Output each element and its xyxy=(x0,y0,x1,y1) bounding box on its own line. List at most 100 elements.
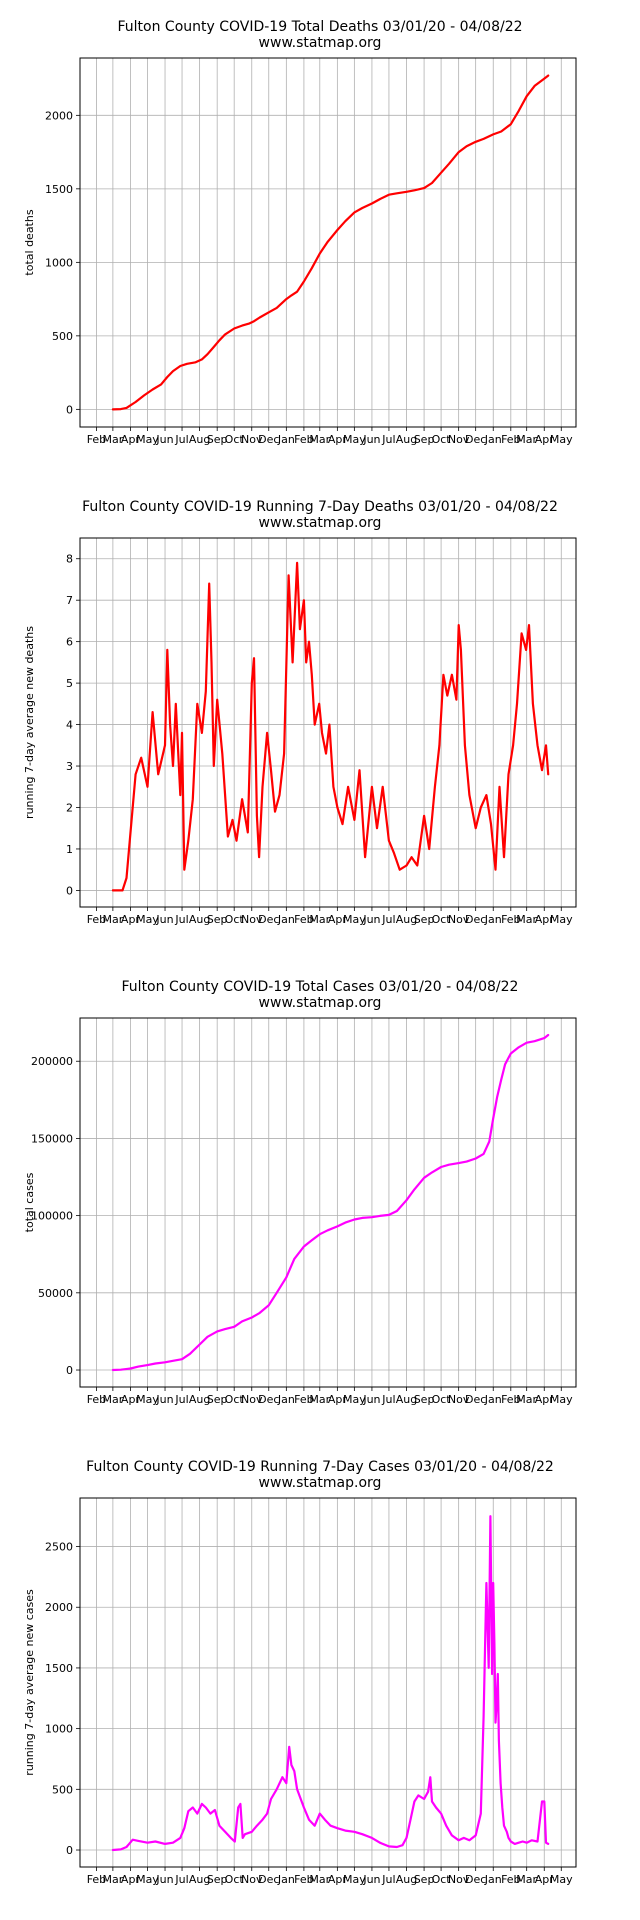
chart-title: Fulton County COVID-19 Total Cases 03/01… xyxy=(0,979,640,1011)
x-tick-label: Aug xyxy=(396,913,417,926)
y-tick-label: 8 xyxy=(66,553,73,566)
x-tick-label: Sep xyxy=(414,1873,435,1886)
y-tick-label: 6 xyxy=(66,636,73,649)
x-tick-label: Dec xyxy=(258,1393,279,1406)
x-tick-label: Jun xyxy=(155,1393,173,1406)
x-tick-label: May xyxy=(550,913,573,926)
x-tick-label: Apr xyxy=(328,913,348,926)
x-tick-label: Sep xyxy=(414,913,435,926)
y-axis-label: running 7-day average new deaths xyxy=(23,626,36,819)
x-tick-label: Apr xyxy=(121,1873,141,1886)
y-tick-label: 4 xyxy=(66,719,73,732)
x-tick-label: May xyxy=(343,433,366,446)
chart-panel-total-deaths: Feb Mar Apr May Jun Jul Aug Sep Oct Nov Dec Jan Feb M… xyxy=(0,0,640,480)
x-tick-label: May xyxy=(343,913,366,926)
y-tick-label: 0 xyxy=(66,884,73,897)
plot-frame xyxy=(79,537,577,908)
grid xyxy=(80,1018,576,1387)
x-tick-label: Jun xyxy=(362,913,380,926)
y-tick-label: 150000 xyxy=(31,1132,73,1145)
plot-frame xyxy=(79,1017,577,1388)
x-tick-label: Oct xyxy=(432,1873,452,1886)
y-tick-label: 2000 xyxy=(45,1601,73,1614)
x-tick-label: Jul xyxy=(381,433,395,446)
x-tick-label: Feb xyxy=(294,433,313,446)
x-tick-label: May xyxy=(550,433,573,446)
grid xyxy=(80,58,576,427)
x-tick-label: Nov xyxy=(448,1873,470,1886)
y-axis-label: total deaths xyxy=(23,209,36,275)
y-tick-label: 0 xyxy=(66,1364,73,1377)
x-tick-label: May xyxy=(136,1393,159,1406)
chart-title: Fulton County COVID-19 Running 7-Day Cas… xyxy=(0,1459,640,1491)
x-tick-label: Apr xyxy=(328,1873,348,1886)
y-tick-label: 2500 xyxy=(45,1541,73,1554)
x-tick-label: Sep xyxy=(207,1873,228,1886)
y-tick-label: 7 xyxy=(66,594,73,607)
x-tick-label: Jun xyxy=(155,1873,173,1886)
x-tick-label: May xyxy=(136,433,159,446)
x-tick-label: Mar xyxy=(102,433,123,446)
x-tick-label: May xyxy=(343,1393,366,1406)
x-tick-label: Nov xyxy=(448,433,470,446)
x-tick-label: Aug xyxy=(396,1873,417,1886)
chart-title-text: Fulton County COVID-19 Total Deaths 03/0… xyxy=(117,19,523,35)
x-tick-label: Aug xyxy=(189,1873,210,1886)
x-tick-label: May xyxy=(136,913,159,926)
x-tick-label: Mar xyxy=(102,1393,123,1406)
x-tick-label: Nov xyxy=(448,913,470,926)
x-tick-label: Mar xyxy=(516,1873,537,1886)
x-tick-label: Feb xyxy=(87,1393,106,1406)
x-tick-label: Apr xyxy=(121,1393,141,1406)
x-tick-label: Feb xyxy=(87,1873,106,1886)
chart-panel-running-cases: Feb Mar Apr May Jun Jul Aug Sep Oct Nov Dec Jan Feb M… xyxy=(0,1440,640,1920)
plot-frame xyxy=(79,57,577,428)
y-tick-label: 0 xyxy=(66,403,73,416)
chart-subtitle-text: www.statmap.org xyxy=(258,1475,382,1491)
x-tick-label: Jan xyxy=(484,1873,502,1886)
series-line xyxy=(111,561,550,892)
x-tick-label: Feb xyxy=(87,913,106,926)
x-tick-label: Nov xyxy=(241,433,263,446)
y-axis: 0 500 1000 1500 2000 xyxy=(45,109,80,416)
series-line xyxy=(111,1033,550,1372)
x-tick-label: Sep xyxy=(414,1393,435,1406)
x-tick-label: Dec xyxy=(465,1393,486,1406)
x-tick-label: Sep xyxy=(207,1393,228,1406)
x-tick-label: Apr xyxy=(535,433,555,446)
chart-title-text: Fulton County COVID-19 Running 7-Day Cas… xyxy=(86,1459,554,1475)
x-tick-label: Aug xyxy=(189,433,210,446)
series-line xyxy=(111,1515,550,1852)
y-tick-label: 500 xyxy=(52,1783,73,1796)
x-tick-label: Sep xyxy=(414,433,435,446)
x-tick-label: Jul xyxy=(174,1873,188,1886)
x-tick-label: Mar xyxy=(516,913,537,926)
x-tick-label: Aug xyxy=(189,913,210,926)
x-tick-label: Jun xyxy=(362,1873,380,1886)
x-tick-label: Oct xyxy=(432,1393,452,1406)
x-tick-label: Feb xyxy=(294,913,313,926)
x-tick-label: Aug xyxy=(396,1393,417,1406)
chart-title: Fulton County COVID-19 Running 7-Day Dea… xyxy=(0,499,640,531)
x-tick-label: Aug xyxy=(396,433,417,446)
x-tick-label: Apr xyxy=(328,433,348,446)
x-tick-label: Dec xyxy=(258,1873,279,1886)
x-tick-label: Feb xyxy=(501,433,520,446)
x-tick-label: Feb xyxy=(501,913,520,926)
x-tick-label: May xyxy=(550,1393,573,1406)
x-tick-label: Jul xyxy=(381,913,395,926)
x-tick-label: Dec xyxy=(465,433,486,446)
x-tick-label: Sep xyxy=(207,913,228,926)
x-tick-label: Oct xyxy=(225,1873,245,1886)
x-tick-label: Feb xyxy=(501,1873,520,1886)
x-tick-label: Jun xyxy=(155,433,173,446)
chart-subtitle-text: www.statmap.org xyxy=(258,515,382,531)
x-tick-label: Nov xyxy=(241,913,263,926)
x-tick-label: Jan xyxy=(484,1393,502,1406)
x-tick-label: Oct xyxy=(432,913,452,926)
y-tick-label: 1500 xyxy=(45,1662,73,1675)
x-tick-label: Oct xyxy=(225,913,245,926)
